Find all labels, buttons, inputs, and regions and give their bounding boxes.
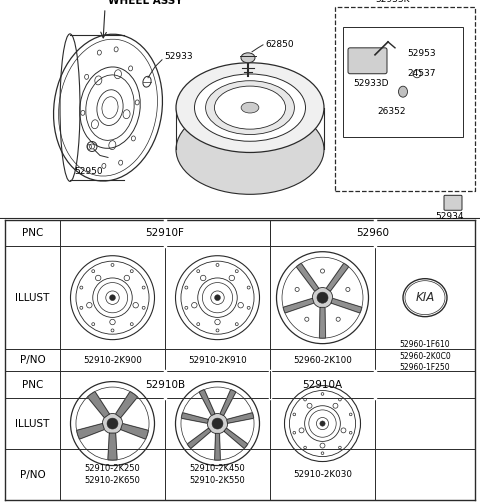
Text: 24537: 24537 — [407, 69, 435, 78]
Ellipse shape — [215, 86, 286, 129]
Ellipse shape — [212, 418, 223, 429]
Text: 52910A: 52910A — [302, 380, 343, 390]
Polygon shape — [77, 423, 104, 439]
Polygon shape — [320, 307, 325, 338]
Ellipse shape — [398, 86, 408, 97]
Ellipse shape — [102, 413, 122, 433]
Text: 52960-2K100: 52960-2K100 — [293, 356, 352, 364]
Text: 26352: 26352 — [377, 107, 406, 116]
Ellipse shape — [320, 421, 325, 426]
Text: 52934: 52934 — [435, 212, 464, 221]
Ellipse shape — [241, 102, 259, 113]
FancyBboxPatch shape — [444, 196, 462, 210]
Text: ILLUST: ILLUST — [15, 418, 50, 428]
Text: 52960: 52960 — [356, 228, 389, 238]
Ellipse shape — [107, 418, 118, 429]
Text: 52910F: 52910F — [145, 228, 184, 238]
Polygon shape — [283, 298, 314, 313]
Text: P/NO: P/NO — [20, 470, 46, 479]
FancyBboxPatch shape — [348, 48, 387, 74]
Text: 52933K: 52933K — [375, 0, 409, 4]
Polygon shape — [87, 392, 109, 418]
Ellipse shape — [109, 295, 115, 300]
Text: 52910B: 52910B — [145, 380, 185, 390]
Ellipse shape — [312, 288, 333, 308]
Ellipse shape — [176, 105, 324, 195]
Text: PNC: PNC — [22, 380, 43, 390]
Text: 52910-2K910: 52910-2K910 — [188, 356, 247, 364]
Polygon shape — [199, 390, 215, 415]
Polygon shape — [296, 263, 319, 291]
Polygon shape — [215, 433, 220, 460]
Ellipse shape — [194, 74, 305, 141]
Polygon shape — [220, 390, 236, 415]
Polygon shape — [331, 298, 362, 313]
Ellipse shape — [207, 413, 228, 433]
Text: ILLUST: ILLUST — [15, 293, 50, 303]
Ellipse shape — [205, 81, 294, 135]
Text: 52933D: 52933D — [353, 79, 388, 88]
Text: 52933: 52933 — [164, 52, 192, 61]
Polygon shape — [326, 263, 348, 291]
Text: 62850: 62850 — [265, 40, 294, 49]
Text: 52910-2K030: 52910-2K030 — [293, 470, 352, 479]
Text: P/NO: P/NO — [20, 355, 46, 365]
Text: 52953: 52953 — [407, 49, 436, 58]
Text: 52910-2K450
52910-2K550: 52910-2K450 52910-2K550 — [190, 464, 245, 485]
Polygon shape — [227, 413, 253, 423]
Text: 52910-2K900: 52910-2K900 — [83, 356, 142, 364]
Text: 52950: 52950 — [74, 167, 103, 176]
Polygon shape — [224, 428, 248, 449]
Polygon shape — [187, 428, 211, 449]
Text: PNC: PNC — [22, 228, 43, 238]
Text: WHEEL ASSY: WHEEL ASSY — [108, 0, 182, 6]
Ellipse shape — [317, 292, 328, 303]
Ellipse shape — [215, 295, 220, 300]
Text: 52960-1F610
52960-2K0C0
52960-1F250: 52960-1F610 52960-2K0C0 52960-1F250 — [399, 340, 451, 372]
Polygon shape — [116, 392, 137, 418]
Polygon shape — [108, 433, 117, 460]
Ellipse shape — [176, 63, 324, 153]
Ellipse shape — [241, 53, 255, 63]
Text: KIA: KIA — [415, 291, 434, 304]
Text: 52910-2K250
52910-2K650: 52910-2K250 52910-2K650 — [84, 464, 141, 485]
Polygon shape — [181, 413, 208, 423]
Polygon shape — [120, 423, 148, 439]
